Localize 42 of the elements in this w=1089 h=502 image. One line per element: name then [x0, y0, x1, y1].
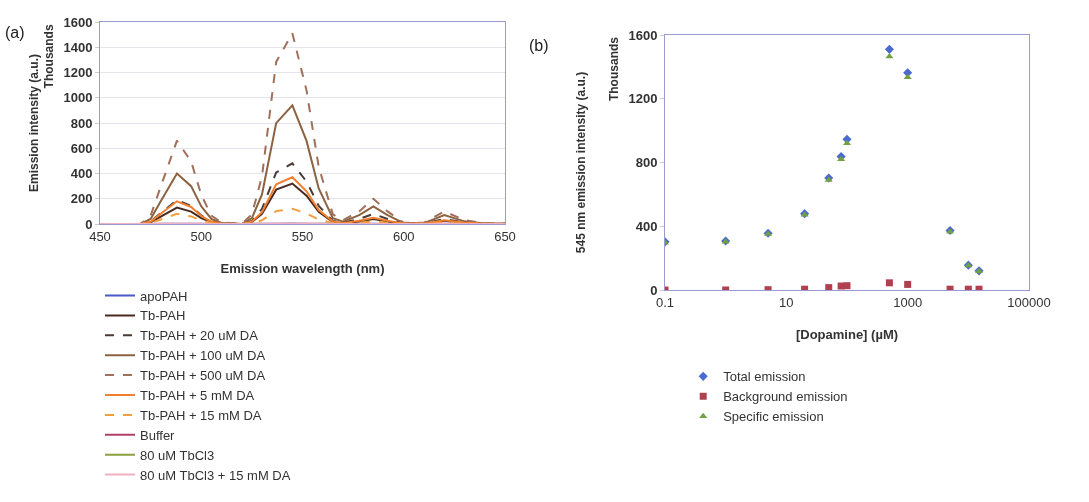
text: Thousands [607, 36, 622, 102]
y-tick-label: 1400 [63, 39, 93, 55]
legend-label: Tb-PAH + 5 mM DA [140, 388, 255, 404]
x-tick-label: 550 [291, 228, 314, 244]
legend-label: Tb-PAH [140, 308, 186, 324]
y-tick-label: 400 [70, 166, 93, 182]
y-tick-label: 1200 [628, 91, 658, 107]
x-tick-label: 1000 [893, 294, 923, 310]
y-tick-label: 1600 [628, 27, 658, 43]
y-tick-label: 800 [70, 115, 93, 131]
text: Thousands [42, 24, 57, 89]
text: (a) [5, 24, 25, 41]
x-axis-title: [Dopamine] (µM) [795, 327, 899, 342]
x-tick-label: 600 [392, 228, 415, 244]
y-tick-label: 800 [635, 155, 658, 171]
y-tick-label: 400 [635, 218, 658, 234]
legend-label: apoPAH [140, 288, 188, 304]
y-tick-label: 1000 [63, 90, 93, 106]
x-tick-label: 650 [494, 228, 516, 244]
legend-label: Tb-PAH + 20 uM DA [140, 328, 259, 344]
x-tick-label: 0.1 [655, 294, 675, 310]
x-tick-label: 10 [779, 294, 794, 310]
y-axis-title: 545 nm emission intensity (a.u.) [573, 71, 588, 254]
y-tick-label: 600 [70, 140, 93, 156]
x-tick-label: 500 [190, 228, 213, 244]
legend-label: Tb-PAH + 15 mM DA [140, 407, 262, 423]
y-tick-label: 1200 [63, 65, 93, 81]
y-tick-label: 0 [650, 282, 658, 298]
legend-label: Tb-PAH + 100 uM DA [140, 348, 266, 364]
y-tick-label: 200 [70, 191, 93, 207]
legend-label: Total emission [723, 369, 806, 385]
y-tick-label: 1600 [63, 14, 93, 30]
legend-label: Specific emission [723, 409, 824, 425]
x-tick-label: 100000 [1007, 294, 1051, 310]
legend-label: 80 uM TbCl3 [140, 447, 215, 463]
legend-label: Tb-PAH + 500 uM DA [140, 368, 266, 384]
y-axis-title: Emission intensity (a.u.) [26, 53, 41, 193]
text: (b) [529, 37, 549, 54]
legend-label: Background emission [723, 389, 848, 405]
x-axis-title: Emission wavelength (nm) [220, 261, 385, 276]
legend-label: 80 uM TbCl3 + 15 mM DA [140, 467, 291, 483]
legend-label: Buffer [140, 427, 176, 443]
